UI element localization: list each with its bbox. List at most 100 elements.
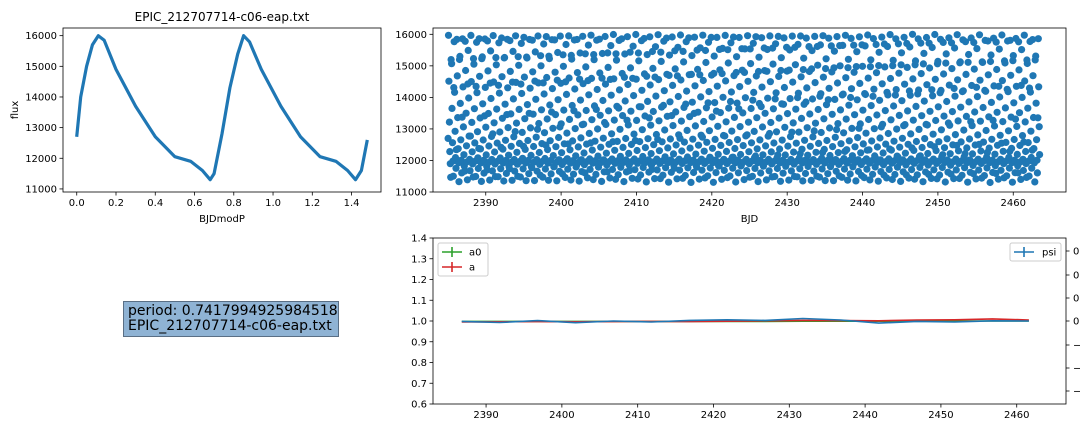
raw-data-point	[506, 37, 514, 45]
raw-data-point	[751, 164, 759, 172]
raw-data-point	[962, 112, 971, 120]
raw-data-point	[620, 178, 628, 186]
raw-data-point	[459, 123, 467, 131]
raw-data-point	[803, 84, 811, 92]
raw-data-point	[722, 118, 730, 126]
raw-data-point	[809, 133, 817, 141]
raw-data-point	[730, 113, 739, 121]
raw-data-point	[883, 174, 891, 182]
raw-data-point	[931, 30, 939, 39]
raw-data-point	[623, 33, 632, 41]
1-ytick-label: 16000	[395, 30, 427, 41]
raw-data-point	[484, 109, 492, 118]
raw-data-point	[990, 122, 999, 130]
raw-data-point	[585, 91, 593, 99]
raw-data-point	[682, 100, 690, 108]
raw-data-point	[948, 108, 957, 116]
raw-data-point	[504, 124, 512, 132]
raw-data-point	[1021, 77, 1029, 85]
raw-data-point	[964, 178, 972, 186]
raw-data-point	[848, 124, 856, 132]
raw-data-point	[878, 80, 886, 88]
raw-data-point	[470, 105, 478, 113]
raw-data-point	[977, 147, 985, 155]
raw-data-point	[819, 32, 827, 40]
raw-data-point	[690, 168, 698, 177]
raw-data-point	[599, 96, 607, 105]
raw-data-point	[937, 126, 946, 134]
raw-data-point	[509, 95, 517, 103]
raw-data-point	[650, 141, 658, 149]
raw-data-point	[673, 175, 681, 183]
raw-data-point	[927, 174, 935, 182]
raw-data-point	[537, 62, 545, 70]
raw-data-point	[940, 70, 948, 78]
raw-data-point	[535, 148, 543, 157]
2-xtick-label: 2390	[473, 410, 498, 421]
raw-data-point	[1015, 38, 1023, 46]
raw-data-point	[457, 156, 465, 164]
raw-data-point	[994, 175, 1003, 183]
raw-data-point	[649, 107, 657, 116]
raw-data-point	[598, 74, 606, 82]
raw-data-point	[798, 145, 806, 153]
raw-data-point	[695, 175, 703, 183]
raw-data-point	[456, 99, 464, 107]
raw-data-point	[1003, 172, 1011, 180]
raw-data-point	[816, 41, 825, 49]
raw-data-point	[518, 89, 526, 98]
raw-data-point	[657, 48, 665, 56]
raw-data-point	[1024, 104, 1032, 112]
raw-data-point	[866, 63, 875, 71]
raw-data-point	[559, 62, 568, 70]
raw-data-point	[608, 165, 617, 174]
raw-data-point	[511, 128, 519, 136]
raw-data-point	[749, 96, 757, 104]
raw-data-point	[823, 136, 831, 145]
raw-data-point	[551, 36, 559, 44]
raw-data-point	[633, 146, 641, 155]
raw-data-point	[852, 177, 860, 185]
raw-data-point	[872, 69, 881, 77]
raw-data-point	[940, 112, 948, 120]
raw-data-point	[759, 151, 767, 159]
raw-data-point	[807, 176, 815, 184]
raw-data-point	[729, 33, 738, 41]
raw-data-point	[998, 77, 1007, 85]
raw-data-point	[827, 42, 835, 50]
raw-data-point	[575, 177, 583, 185]
raw-data-point	[833, 126, 841, 134]
raw-x-axis-label: BJD	[741, 214, 759, 225]
raw-data-point	[829, 143, 837, 151]
raw-data-point	[856, 79, 864, 87]
0-xtick-label: 0.4	[147, 198, 163, 209]
raw-data-point	[866, 176, 874, 184]
raw-data-point	[984, 37, 992, 45]
raw-data-point	[844, 64, 852, 72]
raw-data-point	[751, 152, 760, 160]
raw-data-point	[700, 117, 708, 126]
raw-data-point	[553, 177, 561, 185]
raw-data-point	[897, 61, 905, 69]
raw-data-point	[856, 120, 864, 128]
raw-data-point	[1032, 52, 1040, 60]
raw-data-point	[585, 129, 593, 137]
raw-data-point	[567, 176, 575, 184]
raw-data-point	[474, 164, 482, 173]
raw-data-point	[845, 137, 853, 145]
raw-data-point	[876, 96, 884, 104]
1-ytick-label: 12000	[395, 156, 427, 167]
raw-data-point	[886, 74, 895, 83]
raw-data-point	[561, 173, 569, 182]
raw-data-point	[932, 116, 940, 125]
2-xtick-label: 2400	[549, 410, 574, 421]
raw-data-point	[644, 156, 653, 164]
raw-data-point	[655, 76, 663, 84]
raw-data-point	[743, 167, 751, 175]
2-xtick-label: 2430	[777, 410, 802, 421]
raw-data-point	[781, 123, 789, 131]
raw-data-point	[917, 39, 925, 47]
raw-data-point	[601, 32, 609, 41]
raw-data-point	[604, 49, 612, 57]
raw-data-point	[1035, 123, 1043, 131]
